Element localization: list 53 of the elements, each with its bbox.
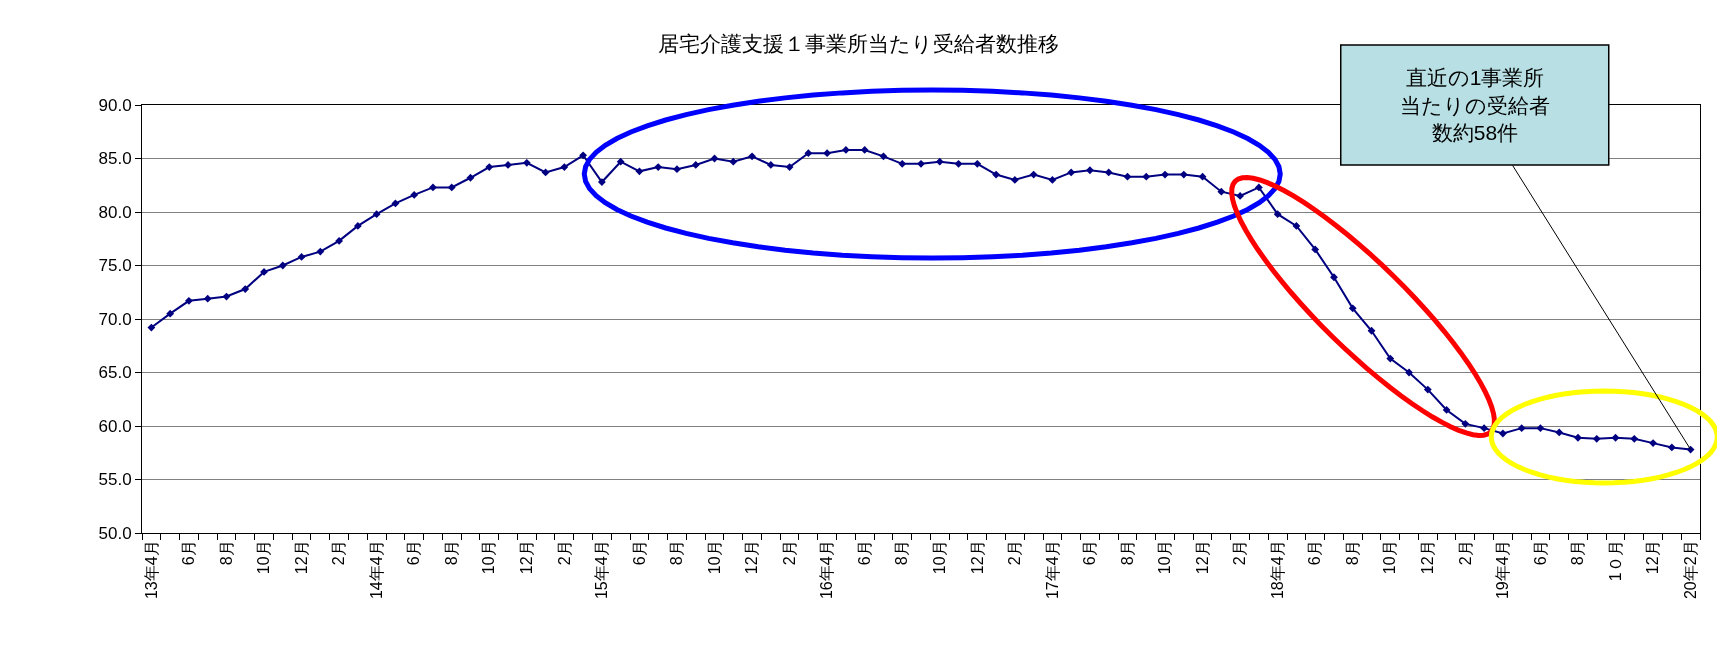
x-tick-label: 13年4月 <box>142 540 160 600</box>
x-tick-label: 2月 <box>555 540 573 566</box>
y-tick-label: 70.0 <box>98 309 132 329</box>
x-tick-label: 2月 <box>780 540 798 566</box>
y-tick-label: 90.0 <box>98 95 132 115</box>
x-tick-label: 17年4月 <box>1043 540 1061 600</box>
x-tick-label: 20年2月 <box>1681 540 1699 600</box>
x-tick-label: 10月 <box>705 540 723 575</box>
x-tick-label: 10月 <box>1156 540 1174 575</box>
x-tick-label: 8月 <box>1569 540 1587 566</box>
x-tick-label: 6月 <box>1081 540 1099 566</box>
x-tick-label: 8月 <box>893 540 911 566</box>
x-tick-label: 12月 <box>968 540 986 575</box>
x-tick-label: 14年4月 <box>367 540 385 600</box>
x-tick-label: 18年4月 <box>1268 540 1286 600</box>
x-tick-label: 10月 <box>255 540 273 575</box>
chart-title: 居宅介護支援１事業所当たり受給者数推移 <box>658 32 1059 56</box>
x-tick-label: 10月 <box>930 540 948 575</box>
y-tick-label: 55.0 <box>98 470 132 490</box>
x-tick-label: 1０月 <box>1606 540 1624 582</box>
x-tick-label: 19年4月 <box>1494 540 1512 600</box>
x-tick-label: 16年4月 <box>818 540 836 600</box>
y-tick-label: 80.0 <box>98 202 132 222</box>
x-tick-label: 8月 <box>668 540 686 566</box>
x-tick-label: 2月 <box>1006 540 1024 566</box>
y-tick-label: 60.0 <box>98 416 132 436</box>
annotation: 直近の1事業所当たりの受給者数約58件 <box>1400 66 1550 144</box>
x-tick-label: 12月 <box>1419 540 1437 575</box>
x-tick-label: 12月 <box>1644 540 1662 575</box>
x-tick-label: 8月 <box>1118 540 1136 566</box>
y-tick-label: 75.0 <box>98 256 132 276</box>
x-tick-label: 10月 <box>1381 540 1399 575</box>
x-tick-label: 2月 <box>1231 540 1249 566</box>
x-tick-label: 2月 <box>1456 540 1474 566</box>
x-tick-label: 8月 <box>1343 540 1361 566</box>
x-tick-label: 12月 <box>292 540 310 575</box>
x-tick-label: 8月 <box>217 540 235 566</box>
x-tick-label: 6月 <box>855 540 873 566</box>
x-tick-label: 12月 <box>1193 540 1211 575</box>
x-tick-label: 2月 <box>330 540 348 566</box>
y-tick-label: 65.0 <box>98 363 132 383</box>
x-tick-label: 6月 <box>630 540 648 566</box>
x-tick-label: 6月 <box>180 540 198 566</box>
y-tick-label: 50.0 <box>98 523 132 543</box>
y-tick-label: 85.0 <box>98 149 132 169</box>
x-tick-label: 12月 <box>743 540 761 575</box>
x-tick-label: 6月 <box>1306 540 1324 566</box>
x-tick-label: 10月 <box>480 540 498 575</box>
x-tick-label: 6月 <box>1531 540 1549 566</box>
x-tick-label: 15年4月 <box>593 540 611 600</box>
x-tick-label: 8月 <box>442 540 460 566</box>
x-tick-label: 6月 <box>405 540 423 566</box>
x-tick-label: 12月 <box>518 540 536 575</box>
